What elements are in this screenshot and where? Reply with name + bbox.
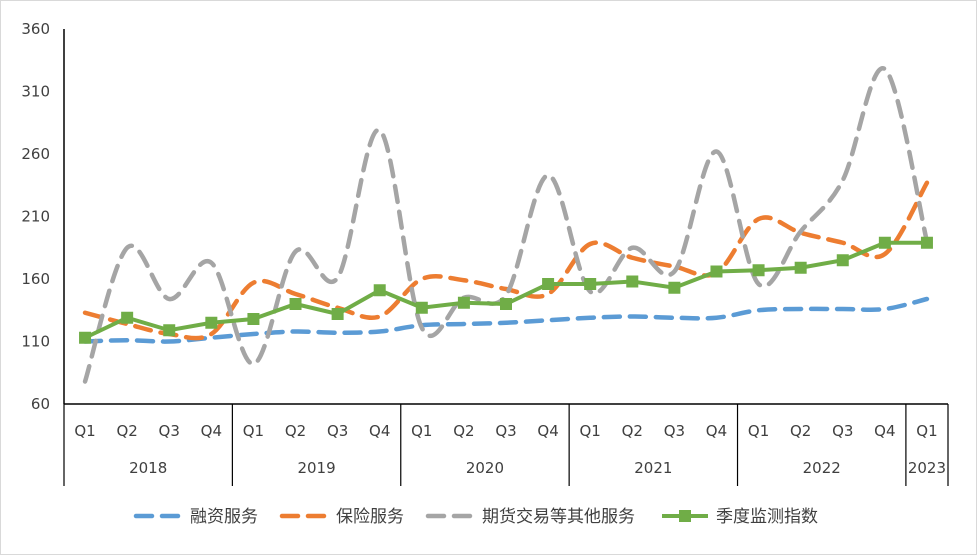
y-tick-label: 160 — [21, 270, 50, 288]
y-tick-label: 310 — [21, 83, 50, 101]
data-point — [121, 311, 134, 324]
x-tick-label: Q2 — [453, 422, 474, 440]
data-point — [205, 316, 218, 329]
series-line — [82, 296, 930, 344]
x-tick-label: Q1 — [580, 422, 601, 440]
x-group-label: 2021 — [634, 459, 672, 477]
x-tick-label: Q3 — [832, 422, 853, 440]
data-point — [331, 308, 344, 320]
x-tick-label: Q2 — [622, 422, 643, 440]
data-point — [163, 324, 176, 337]
legend-label: 保险服务 — [336, 507, 404, 527]
x-group-label: 2020 — [466, 459, 504, 477]
x-group-label: 2023 — [908, 459, 946, 477]
data-point — [710, 265, 723, 278]
data-point — [79, 331, 92, 344]
x-tick-label: Q1 — [916, 422, 937, 440]
data-point — [878, 236, 891, 249]
data-point — [626, 275, 639, 288]
y-tick-label: 360 — [21, 20, 50, 38]
data-point — [500, 298, 512, 310]
data-point — [920, 236, 933, 249]
legend-label: 融资服务 — [190, 507, 258, 527]
data-point — [457, 296, 470, 309]
x-tick-label: Q1 — [748, 422, 769, 440]
y-tick-label: 210 — [21, 208, 50, 226]
series-line — [82, 66, 930, 384]
legend-marker — [679, 510, 691, 522]
x-tick-label: Q2 — [116, 422, 137, 440]
data-point — [289, 298, 302, 310]
legend-label: 期货交易等其他服务 — [482, 507, 635, 527]
data-point — [752, 264, 765, 277]
x-tick-label: Q3 — [664, 422, 685, 440]
x-tick-label: Q3 — [495, 422, 516, 440]
x-category-labels: Q1 Q2 Q3 Q4 Q1 Q2 Q3 Q4 Q1 Q2 Q3 Q4 Q1 Q2 Q3 Q4 Q1 Q2 Q3 Q4… — [74, 422, 946, 477]
x-tick-label: Q4 — [201, 422, 222, 440]
y-tick-labels: 60 110 160 210 260 310 360 — [21, 20, 50, 413]
data-point — [668, 281, 681, 294]
x-group-label: 2018 — [129, 459, 167, 477]
axes — [63, 29, 949, 486]
y-tick-label: 110 — [21, 333, 50, 351]
legend-label: 季度监测指数 — [716, 507, 818, 527]
x-tick-label: Q3 — [327, 422, 348, 440]
x-tick-label: Q1 — [74, 422, 95, 440]
x-tick-label: Q4 — [369, 422, 390, 440]
x-group-label: 2022 — [803, 459, 841, 477]
x-tick-label: Q4 — [537, 422, 558, 440]
data-point — [584, 278, 597, 290]
x-tick-label: Q1 — [411, 422, 432, 440]
series-lines — [79, 66, 933, 384]
data-point — [247, 313, 260, 325]
x-tick-label: Q2 — [285, 422, 306, 440]
data-point — [542, 278, 555, 290]
x-tick-label: Q1 — [243, 422, 264, 440]
data-point — [373, 284, 386, 297]
x-group-label: 2019 — [297, 459, 335, 477]
x-tick-label: Q4 — [706, 422, 727, 440]
data-point — [415, 301, 428, 314]
y-tick-label: 260 — [21, 145, 50, 163]
legend: 融资服务 保险服务 期货交易等其他服务 季度监测指数 — [133, 507, 818, 527]
data-point — [794, 261, 807, 274]
x-tick-label: Q4 — [874, 422, 895, 440]
x-tick-label: Q3 — [159, 422, 180, 440]
data-point — [836, 254, 849, 267]
x-tick-label: Q2 — [790, 422, 811, 440]
y-tick-label: 60 — [31, 395, 50, 413]
